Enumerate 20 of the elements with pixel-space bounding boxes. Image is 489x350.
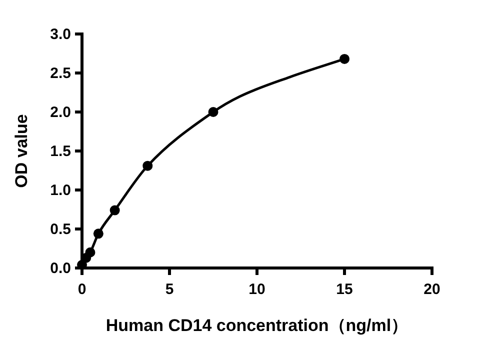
x-tick-label: 5 <box>165 281 174 298</box>
y-tick-label: 2.0 <box>50 104 71 121</box>
point <box>93 228 104 239</box>
y-tick-label: 1.0 <box>50 182 71 199</box>
x-tick-label: 0 <box>78 281 86 298</box>
y-tick-label: 3.0 <box>50 26 71 43</box>
y-tick-label: 0.5 <box>50 221 71 238</box>
x-tick-label: 15 <box>336 281 353 298</box>
y-tick-label: 2.5 <box>50 65 71 82</box>
point <box>85 247 96 258</box>
y-tick-label: 0.0 <box>50 260 71 277</box>
x-tick-label: 10 <box>248 281 266 298</box>
point <box>208 107 218 117</box>
point <box>142 160 153 171</box>
y-axis-title: OD value <box>12 114 31 188</box>
point <box>110 205 120 216</box>
x-tick-label: 20 <box>424 281 440 298</box>
point <box>340 54 350 64</box>
y-tick-label: 1.5 <box>50 143 71 160</box>
x-axis-title: Human CD14 concentration（ng/ml） <box>106 316 408 335</box>
